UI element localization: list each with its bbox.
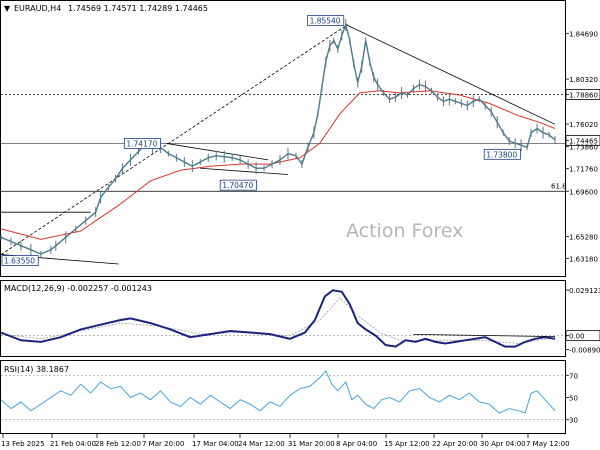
x-axis-label: 7 May 12:00 (526, 440, 570, 448)
price-axis-label: 1.80320 (569, 76, 598, 84)
x-axis-label: 28 Feb 12:00 (95, 440, 141, 448)
macd-axis-label: 0.029123 (569, 287, 600, 295)
trendline-3 (200, 167, 288, 175)
price-axis-label: 1.73860 (569, 144, 598, 152)
annotation-box (1, 255, 39, 266)
x-axis-label: 30 Apr 04:00 (480, 440, 526, 448)
price-axis-label: 1.74465 (569, 137, 598, 145)
header-arrow-icon: ▼ (4, 4, 11, 13)
watermark: Action Forex (346, 220, 463, 242)
annotation-label: 1.74170 (126, 139, 157, 148)
x-axis-label: 22 Apr 20:00 (432, 440, 478, 448)
price-axis-label: 1.63180 (569, 255, 598, 263)
macd-panel: 0.029123 0.00 -0.008901 (0, 287, 600, 355)
annotation-box (123, 138, 161, 149)
annotation-box (483, 148, 521, 160)
fib-label: 61.8 (551, 182, 567, 190)
macd-panel-frame (0, 280, 566, 357)
price-axis-label: 1.76020 (569, 121, 598, 129)
rsi-line (0, 369, 556, 414)
price-axis-label: 1.78860 (569, 91, 598, 99)
rsi-title: RSI(14) 38.1867 (4, 365, 69, 374)
rsi-axis-label: 30 (569, 417, 578, 425)
price-series-line (0, 22, 556, 255)
x-axis-label: 13 Feb 2025 (1, 440, 45, 448)
macd-axis-label: -0.008901 (569, 347, 600, 355)
annotation-box (307, 15, 345, 26)
macd-line (0, 289, 556, 348)
annotation-label: 1.63550 (4, 257, 35, 266)
header-symbol: EURAUD,H4 (14, 4, 61, 13)
annotation-label: 1.70470 (222, 181, 253, 190)
macd-signal-line (0, 297, 556, 344)
trendline-1 (345, 24, 556, 125)
price-axis-label: 1.71760 (569, 166, 598, 174)
rsi-axis-label: 50 (569, 395, 578, 403)
macd-axis-label: 0.00 (569, 333, 585, 341)
x-axis-label: 7 Mar 20:00 (142, 440, 184, 448)
x-axis: 13 Feb 2025 21 Feb 04:00 28 Feb 12:00 7 Mar… (1, 434, 570, 448)
price-panel-frame (0, 0, 566, 277)
x-axis-label: 31 Mar 20:00 (288, 440, 335, 448)
rsi-panel-frame (0, 360, 566, 434)
rsi-panel: 70 50 30 (0, 369, 578, 425)
price-axis-label: 1.65280 (569, 233, 598, 241)
price-panel: 61.81.846901.803201.788601.760201.744651… (0, 15, 600, 266)
price-axis-label: 1.84690 (569, 30, 598, 38)
annotation-label: 1.85540 (310, 17, 341, 26)
trendline-0 (0, 24, 348, 255)
rsi-axis-label: 70 (569, 372, 578, 380)
trendline-2 (166, 143, 269, 161)
price-axis-label: 1.69600 (569, 188, 598, 196)
x-axis-label: 8 Apr 04:00 (336, 440, 377, 448)
macd-trendline (413, 334, 556, 337)
annotation-label: 1.73800 (486, 150, 517, 159)
annotation-box (219, 179, 257, 191)
x-axis-label: 21 Feb 04:00 (50, 440, 96, 448)
x-axis-label: 15 Apr 12:00 (384, 440, 430, 448)
x-axis-label: 24 Mar 12:00 (238, 440, 285, 448)
header-ohlc: 1.74569 1.74571 1.74289 1.74465 (68, 4, 208, 13)
macd-title: MACD(12,26,9) -0.002257 -0.001243 (4, 284, 152, 293)
x-axis-label: 17 Mar 04:00 (192, 440, 239, 448)
